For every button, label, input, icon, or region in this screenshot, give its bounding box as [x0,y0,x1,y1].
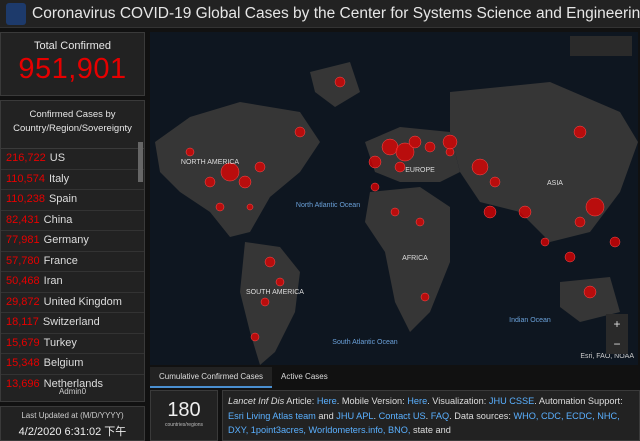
country-row[interactable]: 110,238 Spain [1,190,144,211]
info-text: Article: [284,396,317,406]
continent-label: AFRICA [402,255,428,262]
info-text: and [315,410,337,421]
country-name: Turkey [43,336,77,349]
ocean-label: South Atlantic Ocean [332,339,397,346]
info-text: . Visualization: [427,396,489,406]
info-link[interactable]: WHO, CDC, ECDC, NHC, DXY, 1point3acres, … [228,410,620,436]
title: Coronavirus COVID-19 Global Cases by the… [32,5,640,22]
info-link[interactable]: JHU CSSE [488,396,535,406]
country-name: Spain [48,193,78,205]
list-title: Confirmed Cases by Country/Region/Sovere… [1,101,144,149]
country-row[interactable]: 57,780 France [1,252,144,272]
count-value: 180 [167,399,201,421]
map[interactable]: NORTH AMERICA SOUTH AMERICA EUROPE AFRICA AS… [150,32,638,365]
country-row[interactable]: 77,981 Germany [1,231,144,252]
continent-label: ASIA [547,180,563,187]
info-link[interactable]: Here [407,396,428,406]
list-footer[interactable]: Admin0 [58,387,87,396]
country-name: Iran [43,275,63,287]
country-row[interactable]: 29,872 United Kingdom [1,293,144,313]
scrollbar[interactable] [138,142,143,182]
updated-value: 4/2/2020 6:31:02 下午 [18,426,127,438]
case-count: 15,679 [6,336,40,349]
total-panel: Total Confirmed 951,901 [0,32,145,96]
last-updated: Last Updated at (M/D/YYYY) 4/2/2020 6:31… [0,406,145,441]
country-row[interactable]: 50,468 Iran [1,272,144,293]
case-count: 57,780 [6,254,40,267]
logo [6,3,26,25]
case-count: 50,468 [6,275,40,287]
attribution: Esri, FAO, NOAA [580,353,634,360]
info-link[interactable]: Esri Living Atlas team [228,410,316,421]
case-count: 18,117 [6,316,39,328]
info-text: . Data sources: [449,410,514,421]
country-name: Switzerland [42,316,100,328]
svg-text:+: + [613,317,620,331]
info-text: . Mobile Version: [336,396,408,406]
country-name: France [43,254,78,267]
ocean-label: Indian Ocean [509,317,551,324]
country-name: Italy [48,172,70,185]
country-name: China [43,213,73,226]
country-list: Confirmed Cases by Country/Region/Sovere… [0,100,145,402]
country-row[interactable]: 110,574 Italy [1,170,144,190]
info-text: Lancet Inf Dis [228,396,285,406]
info-link[interactable]: FAQ [430,410,450,421]
continent-label: SOUTH AMERICA [246,289,304,296]
country-row[interactable]: 18,117 Switzerland [1,313,144,334]
case-count: 110,238 [6,193,45,205]
country-row[interactable]: 13,696 Netherlands [1,375,144,390]
tab[interactable]: Cumulative Confirmed Cases [150,367,273,388]
count-label: countries/regions [164,422,204,428]
info-text: . Automation Support: [534,396,623,406]
tab[interactable]: Active Cases [281,372,328,381]
tabs: Cumulative Confirmed Cases Active Cases [150,366,638,388]
case-count: 77,981 [6,234,40,246]
case-count: 216,722 [6,152,46,164]
zoom-controls[interactable]: +− [606,314,628,354]
country-row[interactable]: 82,431 China [1,211,144,231]
info-link[interactable]: JHU APL [336,410,374,421]
ocean-label: North Atlantic Ocean [296,202,360,209]
country-row[interactable]: 216,722 US [1,149,144,170]
map-canvas: NORTH AMERICA SOUTH AMERICA EUROPE AFRICA AS… [155,36,638,365]
total-label: Total Confirmed [33,40,112,52]
country-name: Belgium [43,357,84,369]
case-count: 15,348 [6,357,40,369]
country-row[interactable]: 15,679 Turkey [1,334,144,354]
case-count: 110,574 [6,172,45,185]
map-toolbar[interactable] [570,36,632,56]
info-text: . [373,410,379,421]
case-count: 13,696 [6,377,40,390]
header: Coronavirus COVID-19 Global Cases by the… [0,0,640,28]
continent-label: EUROPE [405,167,435,174]
country-row[interactable]: 15,348 Belgium [1,354,144,375]
case-count: 29,872 [6,295,40,308]
info-link[interactable]: Here [316,396,337,406]
info-link[interactable]: Contact US [378,410,426,421]
country-name: Netherlands [43,377,103,390]
svg-text:−: − [613,337,620,351]
country-name: Germany [43,234,89,246]
case-count: 82,431 [6,213,40,226]
updated-label: Last Updated at (M/D/YYYY) [21,411,124,420]
country-name: US [49,152,66,164]
continent-label: NORTH AMERICA [181,159,240,166]
country-name: United Kingdom [43,295,122,308]
case-bubbles [185,76,621,342]
map-labels: NORTH AMERICA SOUTH AMERICA EUROPE AFRICA AS… [181,159,563,346]
info-text: state and [410,425,451,435]
total-value: 951,901 [18,53,127,85]
countries-count: 180 countries/regions [150,390,218,441]
rows: 216,722 US 110,574 Italy 110,238 Spain 82,431 C… [1,149,144,389]
info-text: . [425,410,431,421]
info-panel: Lancet Inf Dis Article: Here. Mobile Ver… [222,390,640,441]
